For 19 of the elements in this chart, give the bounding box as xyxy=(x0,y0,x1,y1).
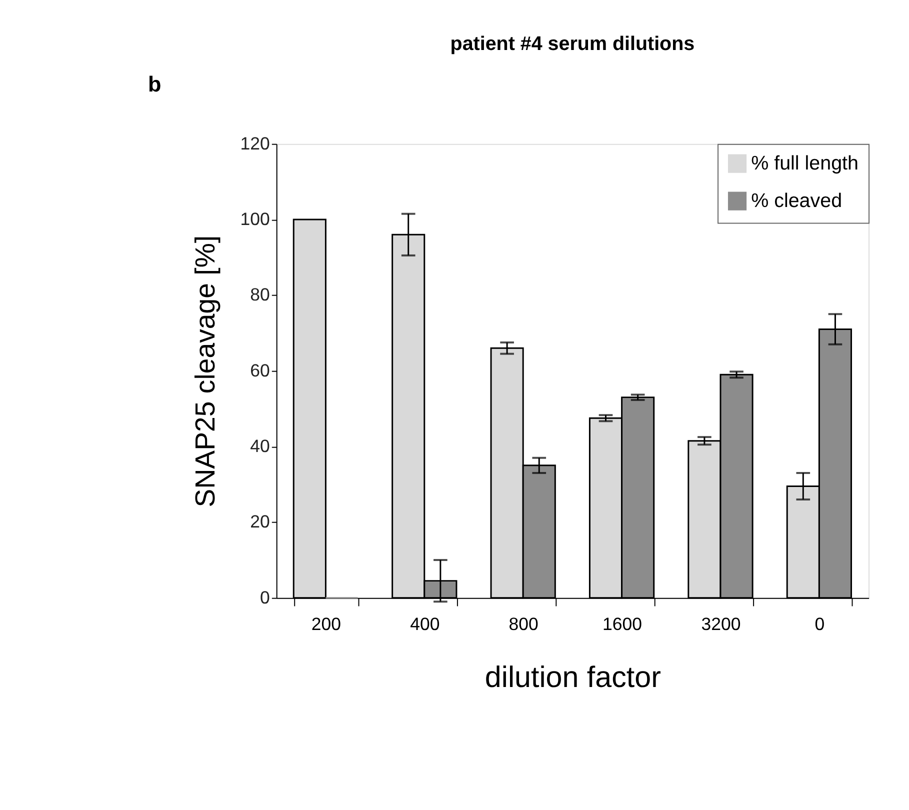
text: b xyxy=(148,72,162,97)
x-axis-title: dilution factor xyxy=(484,661,662,694)
legend-label: % cleaved xyxy=(751,190,842,212)
y-tick-label: 0 xyxy=(260,587,270,608)
x-tick-label: 400 xyxy=(410,614,440,634)
x-tick-label: 200 xyxy=(311,614,342,634)
legend-label: % full length xyxy=(751,152,859,174)
y-axis-title: SNAP25 cleavage [%] xyxy=(190,235,221,508)
y-tick-label: 40 xyxy=(250,436,270,456)
y-tick-label: 20 xyxy=(250,512,270,532)
y-tick-label: 100 xyxy=(240,208,270,229)
y-tick-label: 80 xyxy=(250,284,270,305)
chart-title: patient #4 serum dilutions xyxy=(450,33,695,56)
y-tick-label: 60 xyxy=(250,360,270,380)
y-tick-label: 120 xyxy=(240,133,270,154)
x-tick-label: 800 xyxy=(508,614,539,634)
x-tick-label: 1600 xyxy=(602,614,642,634)
x-tick-label: 3200 xyxy=(701,614,741,634)
x-tick-label: 0 xyxy=(814,614,825,634)
